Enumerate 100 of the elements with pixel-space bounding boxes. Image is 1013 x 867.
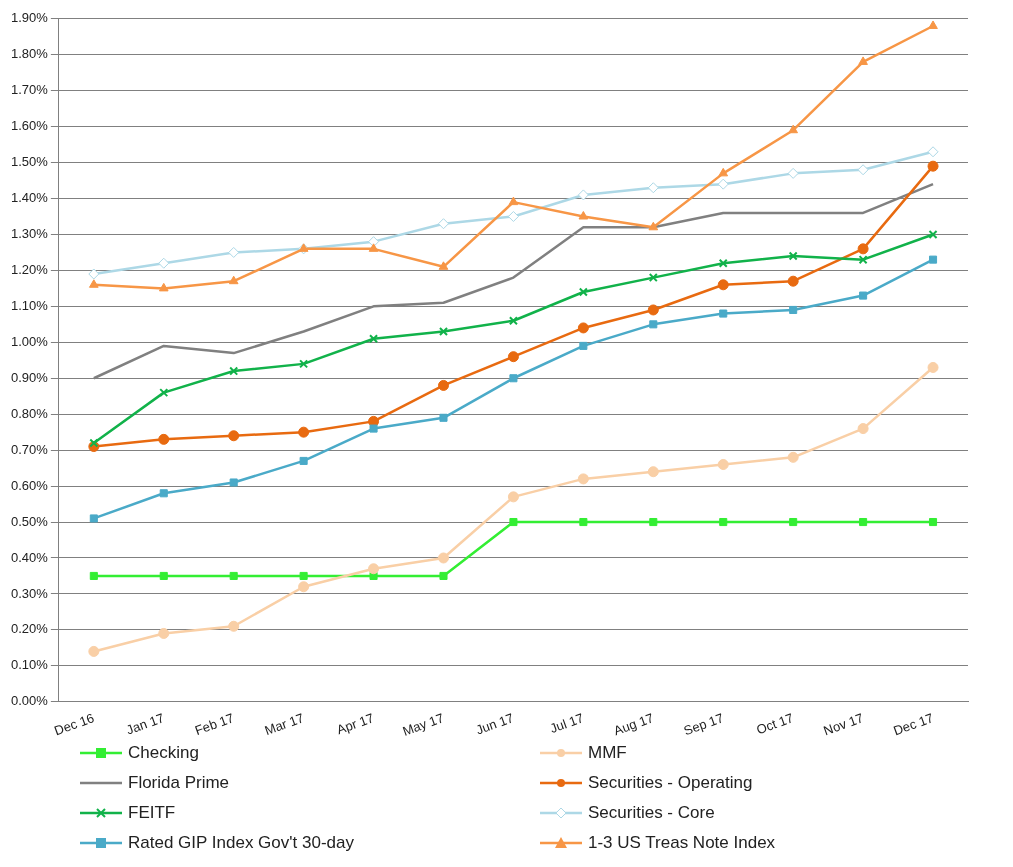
legend-label: Securities - Core: [588, 803, 715, 823]
x-tick-label: May 17: [400, 710, 446, 739]
x-tick-label: Oct 17: [754, 710, 796, 738]
y-tick-label: 1.00%: [10, 333, 49, 349]
point: [857, 243, 869, 255]
point: [857, 423, 869, 435]
y-tick-label: 1.10%: [10, 297, 49, 313]
point: [717, 178, 729, 190]
point: [859, 291, 868, 300]
point: [859, 518, 868, 527]
point: [159, 388, 169, 398]
legend-label: Rated GIP Index Gov't 30-day: [128, 833, 354, 853]
y-tick-label: 0.40%: [10, 549, 49, 565]
x-tick-label: Mar 17: [262, 710, 306, 739]
point: [578, 211, 589, 220]
point: [438, 218, 449, 230]
point: [577, 189, 589, 201]
y-tick-label: 0.70%: [10, 441, 49, 457]
point: [298, 581, 310, 593]
point: [787, 451, 799, 463]
point: [787, 167, 799, 179]
point: [507, 211, 519, 222]
point: [579, 518, 588, 527]
point: [438, 326, 449, 337]
point: [577, 322, 589, 334]
x-tick-label: Feb 17: [192, 710, 236, 739]
point: [927, 146, 939, 158]
x-tick-label: Dec 17: [891, 710, 936, 739]
point: [228, 275, 239, 285]
legend-label: MMF: [588, 743, 627, 763]
point: [229, 571, 238, 580]
y-tick-label: 0.90%: [10, 369, 49, 385]
point: [158, 282, 169, 292]
point: [718, 167, 729, 177]
point: [647, 304, 659, 316]
point: [647, 182, 659, 194]
point: [159, 571, 168, 580]
point: [717, 459, 729, 471]
point: [158, 257, 170, 269]
point: [928, 20, 938, 29]
point: [89, 279, 99, 288]
point: [788, 251, 798, 261]
x-tick-label: Jul 17: [547, 710, 586, 737]
x-tick-label: Jun 17: [473, 710, 516, 738]
point: [88, 268, 100, 280]
point: [508, 196, 519, 206]
y-tick-label: 0.80%: [10, 405, 49, 421]
point: [578, 287, 588, 297]
point: [88, 645, 100, 657]
legend-label: 1-3 US Treas Note Index: [588, 833, 776, 853]
y-tick-label: 0.20%: [10, 621, 49, 637]
point: [929, 518, 938, 527]
point: [928, 229, 938, 240]
point: [787, 275, 799, 287]
point: [228, 430, 240, 442]
point: [438, 552, 449, 564]
point: [648, 273, 658, 283]
point: [648, 221, 659, 231]
point: [788, 124, 798, 134]
point: [929, 255, 938, 264]
legend-label: Florida Prime: [128, 773, 230, 793]
point: [577, 473, 589, 485]
legend-label: Securities - Operating: [588, 773, 753, 793]
point: [159, 489, 168, 498]
point: [579, 341, 588, 350]
y-tick-label: 0.10%: [10, 657, 49, 673]
point: [228, 246, 240, 258]
point: [719, 518, 728, 527]
y-tick-label: 0.60%: [10, 477, 49, 493]
y-tick-label: 1.50%: [10, 154, 49, 170]
point: [649, 518, 658, 527]
point: [789, 518, 798, 527]
point: [439, 413, 448, 422]
x-tick-label: Apr 17: [334, 710, 376, 738]
x-tick-label: Jan 17: [124, 710, 167, 738]
legend-label: FEITF: [128, 803, 176, 823]
point: [299, 359, 309, 369]
y-tick-label: 0.50%: [10, 513, 49, 529]
x-tick-label: Aug 17: [611, 710, 656, 739]
point: [647, 466, 659, 478]
point: [508, 316, 518, 326]
point: [858, 56, 868, 65]
point: [927, 160, 939, 172]
y-tick-label: 1.60%: [10, 118, 49, 134]
point: [719, 309, 728, 318]
point: [858, 255, 868, 265]
y-tick-label: 1.70%: [10, 82, 49, 98]
point: [438, 379, 449, 391]
point: [158, 627, 170, 639]
point: [368, 243, 379, 252]
x-tick-label: Dec 16: [52, 710, 97, 739]
y-tick-label: 0.30%: [10, 585, 49, 601]
point: [717, 279, 729, 291]
point: [368, 563, 380, 575]
point: [649, 320, 658, 329]
legend-label: Checking: [128, 743, 199, 763]
point: [298, 426, 310, 438]
point: [158, 433, 170, 445]
y-tick-label: 1.80%: [10, 46, 49, 62]
y-tick-label: 1.20%: [10, 262, 49, 277]
